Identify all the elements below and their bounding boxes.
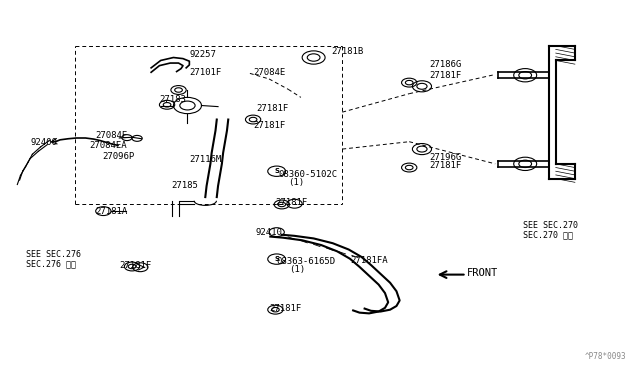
Text: (1): (1)	[289, 265, 305, 274]
Text: (1): (1)	[288, 178, 304, 187]
Text: 27181FA: 27181FA	[351, 256, 388, 265]
Text: 27116M: 27116M	[189, 155, 221, 164]
Text: 92400: 92400	[30, 138, 57, 147]
Text: SEE SEC.270: SEE SEC.270	[523, 221, 578, 230]
Text: 08363-6165D: 08363-6165D	[276, 257, 336, 266]
Text: 27196G: 27196G	[429, 153, 462, 162]
Text: ^P78*0093: ^P78*0093	[584, 352, 626, 361]
Text: 92410: 92410	[255, 228, 282, 237]
Text: 27181B: 27181B	[332, 47, 364, 56]
Text: 27181F: 27181F	[429, 161, 462, 170]
Text: 27181F: 27181F	[256, 104, 289, 113]
Text: 92257: 92257	[189, 51, 216, 60]
Text: SEC.276 参照: SEC.276 参照	[26, 259, 76, 268]
Text: 27181F: 27181F	[253, 121, 285, 129]
Text: 27084EA: 27084EA	[90, 141, 127, 150]
Text: 08360-5102C: 08360-5102C	[278, 170, 338, 179]
Text: 27181F: 27181F	[275, 198, 308, 207]
Text: 27101F: 27101F	[189, 68, 221, 77]
Text: SEE SEC.276: SEE SEC.276	[26, 250, 81, 259]
Text: 27181F: 27181F	[119, 261, 152, 270]
Text: 27186G: 27186G	[429, 60, 462, 70]
Text: S: S	[274, 256, 279, 262]
Text: FRONT: FRONT	[467, 268, 498, 278]
Text: S: S	[274, 168, 279, 174]
Text: 27183: 27183	[159, 95, 186, 104]
Text: SEC.270 参照: SEC.270 参照	[523, 230, 573, 239]
Text: 27084E: 27084E	[253, 68, 285, 77]
Text: 27181F: 27181F	[269, 304, 301, 313]
Text: 27096P: 27096P	[102, 152, 134, 161]
Text: 27084E: 27084E	[96, 131, 128, 140]
Text: 27181F: 27181F	[429, 71, 462, 80]
Text: 27185: 27185	[172, 182, 198, 190]
Text: 27181A: 27181A	[96, 207, 128, 217]
